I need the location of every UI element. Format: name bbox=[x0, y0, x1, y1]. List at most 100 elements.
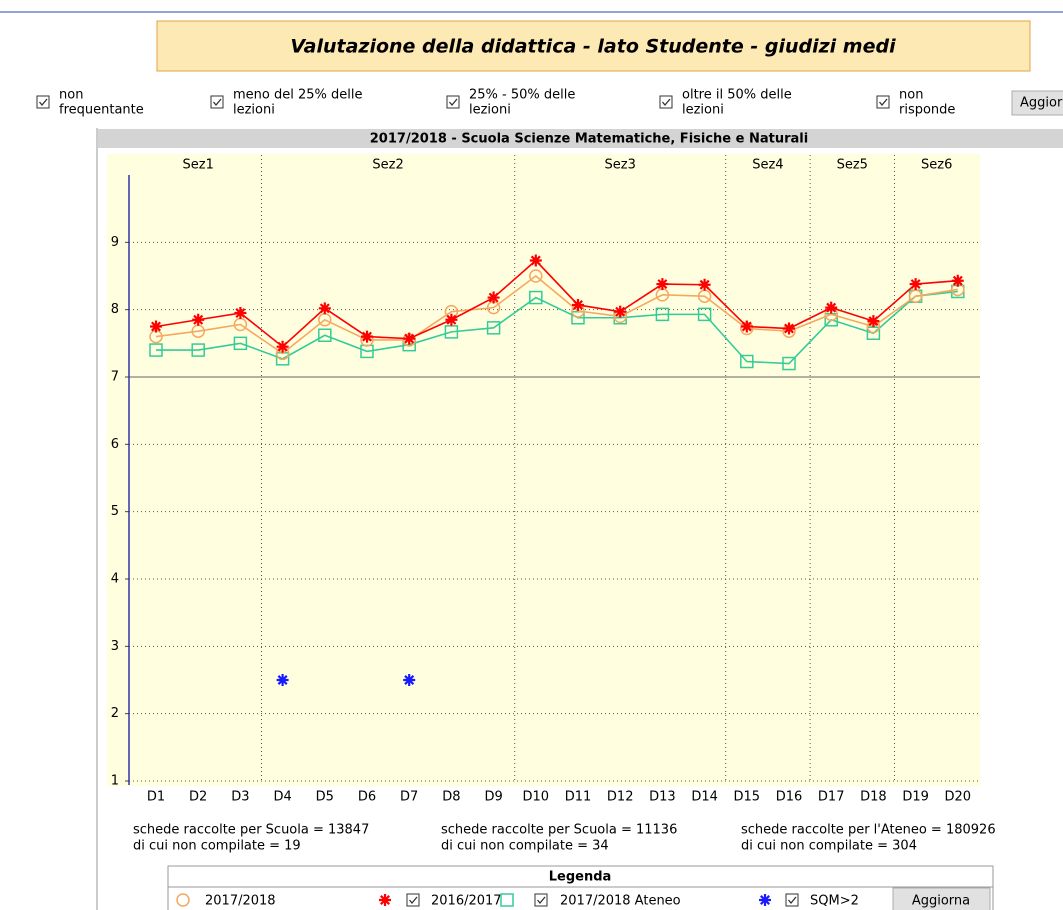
stats-text: schede raccolte per l'Ateneo = 180926 bbox=[741, 823, 996, 838]
marker bbox=[487, 291, 500, 304]
x-tick-label: D15 bbox=[734, 790, 761, 805]
marker bbox=[444, 325, 459, 339]
marker bbox=[276, 340, 289, 353]
y-tick-label: 8 bbox=[111, 302, 119, 317]
filter-button-label[interactable]: Aggiorna bbox=[1020, 96, 1063, 111]
filter-label[interactable]: non bbox=[899, 88, 923, 103]
checkmark[interactable] bbox=[449, 98, 458, 107]
marker bbox=[192, 313, 205, 326]
chart-title: 2017/2018 - Scuola Scienze Matematiche, … bbox=[370, 132, 808, 147]
marker bbox=[759, 894, 771, 906]
marker bbox=[403, 332, 416, 345]
series-line bbox=[155, 274, 958, 355]
x-tick-label: D4 bbox=[273, 790, 291, 805]
legend-box bbox=[167, 865, 994, 910]
filter-label[interactable]: risponde bbox=[899, 103, 955, 118]
stats-text: di cui non compilate = 19 bbox=[133, 839, 301, 854]
checkbox[interactable] bbox=[785, 893, 799, 907]
legend-title: Legenda bbox=[549, 870, 612, 885]
x-tick-label: D20 bbox=[945, 790, 972, 805]
marker bbox=[782, 356, 796, 371]
filter-label[interactable]: 25% - 50% delle bbox=[469, 88, 575, 103]
marker bbox=[379, 894, 391, 906]
y-tick-label: 6 bbox=[111, 437, 119, 452]
section-label: Sez6 bbox=[921, 158, 952, 173]
legend-button-label[interactable]: Aggiorna bbox=[912, 894, 970, 909]
checkbox[interactable] bbox=[876, 95, 890, 109]
marker bbox=[656, 278, 669, 291]
stats-text: di cui non compilate = 34 bbox=[441, 839, 609, 854]
checkmark[interactable] bbox=[537, 896, 546, 905]
y-tick-label: 9 bbox=[111, 235, 119, 250]
section-label: Sez1 bbox=[183, 158, 214, 173]
checkbox[interactable] bbox=[36, 95, 50, 109]
x-tick-label: D14 bbox=[691, 790, 718, 805]
marker bbox=[529, 254, 542, 267]
y-tick-label: 4 bbox=[111, 572, 119, 587]
marker bbox=[529, 269, 543, 283]
x-tick-label: D5 bbox=[316, 790, 334, 805]
marker bbox=[361, 330, 373, 343]
x-tick-label: D13 bbox=[649, 790, 676, 805]
checkmark[interactable] bbox=[409, 896, 418, 905]
checkbox[interactable] bbox=[534, 893, 548, 907]
x-tick-label: D3 bbox=[231, 790, 249, 805]
checkbox[interactable] bbox=[406, 893, 420, 907]
checkmark[interactable] bbox=[879, 98, 888, 107]
checkbox[interactable] bbox=[446, 95, 460, 109]
legend-label: SQM>2 bbox=[810, 894, 859, 909]
x-tick-label: D2 bbox=[189, 790, 207, 805]
x-tick-label: D10 bbox=[523, 790, 550, 805]
x-tick-label: D17 bbox=[818, 790, 845, 805]
checkmark[interactable] bbox=[662, 98, 671, 107]
section-label: Sez2 bbox=[372, 158, 403, 173]
filter-label[interactable]: meno del 25% delle bbox=[233, 88, 362, 103]
marker bbox=[276, 674, 289, 686]
filter-label[interactable]: frequentante bbox=[59, 103, 144, 118]
filter-label[interactable]: lezioni bbox=[233, 103, 275, 118]
filter-button[interactable] bbox=[1011, 90, 1063, 116]
legend-button[interactable] bbox=[892, 887, 991, 910]
title-box bbox=[156, 20, 1031, 72]
filter-label[interactable]: non bbox=[59, 88, 83, 103]
marker bbox=[740, 354, 754, 369]
series-line bbox=[156, 290, 958, 365]
y-tick-label: 7 bbox=[111, 370, 119, 385]
filter-label[interactable]: lezioni bbox=[682, 103, 724, 118]
marker bbox=[445, 313, 458, 326]
checkbox[interactable] bbox=[659, 95, 673, 109]
marker bbox=[740, 320, 753, 333]
marker bbox=[233, 336, 248, 351]
marker bbox=[486, 321, 501, 335]
filter-label[interactable]: lezioni bbox=[469, 103, 511, 118]
marker bbox=[614, 305, 627, 318]
x-tick-label: D6 bbox=[358, 790, 376, 805]
y-tick-label: 3 bbox=[111, 639, 119, 654]
checkbox[interactable] bbox=[210, 95, 224, 109]
stats-text: di cui non compilate = 304 bbox=[741, 839, 917, 854]
x-tick-label: D19 bbox=[902, 790, 929, 805]
marker bbox=[825, 301, 838, 314]
x-tick-label: D8 bbox=[442, 790, 460, 805]
checkmark[interactable] bbox=[39, 98, 48, 107]
stats-text: schede raccolte per Scuola = 13847 bbox=[133, 823, 369, 838]
filter-label[interactable]: oltre il 50% delle bbox=[682, 88, 792, 103]
chart-header bbox=[98, 129, 1063, 148]
x-tick-label: D1 bbox=[147, 790, 165, 805]
x-tick-label: D16 bbox=[776, 790, 803, 805]
marker bbox=[318, 302, 331, 315]
y-tick-label: 5 bbox=[111, 504, 119, 519]
marker bbox=[697, 307, 712, 322]
marker bbox=[318, 328, 332, 343]
section-label: Sez5 bbox=[837, 158, 868, 173]
legend-label: 2016/2017 bbox=[431, 894, 502, 909]
x-tick-label: D18 bbox=[860, 790, 887, 805]
checkmark[interactable] bbox=[788, 896, 797, 905]
marker bbox=[655, 307, 670, 322]
legend-label: 2017/2018 bbox=[205, 894, 276, 909]
marker bbox=[149, 343, 163, 357]
x-tick-label: D11 bbox=[565, 790, 592, 805]
checkmark[interactable] bbox=[213, 98, 222, 107]
section-label: Sez3 bbox=[605, 158, 636, 173]
